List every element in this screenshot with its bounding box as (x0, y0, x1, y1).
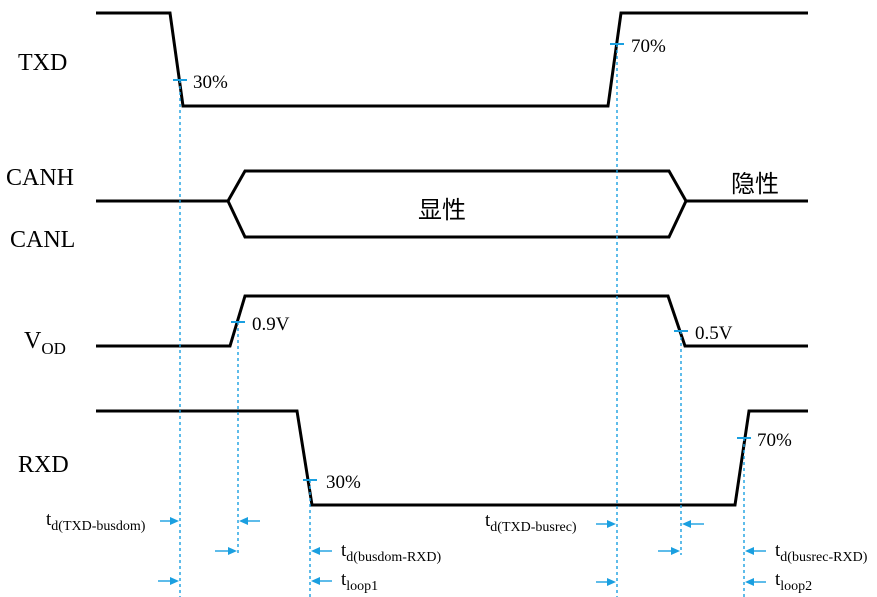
txd-waveform (96, 11, 808, 108)
arrow-td-txd-busdom-left (160, 517, 179, 525)
tloop1-main: t (341, 569, 347, 590)
td-busdom-rxd-sub: d(busdom-RXD) (346, 550, 441, 565)
td-txd-busrec-label: td(TXD-busrec) (485, 510, 577, 535)
td-busdom-rxd-label: td(busdom-RXD) (341, 540, 442, 565)
arrow-td-busdom-rxd-left (215, 547, 237, 555)
vod-label: VOD (24, 328, 66, 358)
arrow-td-txd-busrec-left (596, 520, 616, 528)
vod-fall-threshold: 0.5V (695, 323, 733, 344)
tloop2-main: t (775, 569, 781, 590)
arrow-td-busdom-rxd-right (311, 547, 332, 555)
vod-waveform (96, 294, 808, 348)
txd-fall-threshold: 30% (193, 72, 228, 93)
rxd-fall-threshold: 30% (326, 472, 361, 493)
td-txd-busdom-label: td(TXD-busdom) (46, 509, 146, 534)
rxd-rise-threshold: 70% (757, 430, 792, 451)
td-txd-busrec-sub: d(TXD-busrec) (490, 520, 577, 535)
vod-label-sub: OD (41, 339, 66, 358)
td-txd-busrec-main: t (485, 510, 491, 531)
recessive-state-label: 隐性 (731, 170, 779, 198)
arrow-tloop2-right (745, 578, 766, 586)
vod-rise-threshold: 0.9V (252, 314, 290, 335)
td-txd-busdom-sub: d(TXD-busdom) (51, 519, 145, 534)
arrow-tloop1-left (158, 577, 179, 585)
tloop2-label: tloop2 (775, 569, 812, 594)
arrow-tloop1-right (311, 577, 332, 585)
txd-label: TXD (18, 50, 67, 76)
td-busrec-rxd-label: td(busrec-RXD) (775, 540, 868, 565)
canh-label: CANH (6, 165, 74, 191)
td-busrec-rxd-main: t (775, 540, 781, 561)
arrow-td-txd-busrec-right (682, 520, 704, 528)
tloop1-sub: loop1 (346, 579, 378, 594)
td-busrec-rxd-sub: d(busrec-RXD) (780, 550, 867, 565)
td-busdom-rxd-main: t (341, 540, 347, 561)
arrow-tloop2-left (596, 578, 616, 586)
td-txd-busdom-main: t (46, 509, 52, 530)
arrow-td-txd-busdom-right (239, 517, 260, 525)
arrow-td-busrec-rxd-left (658, 547, 680, 555)
rxd-label: RXD (18, 452, 69, 478)
tloop2-sub: loop2 (780, 579, 812, 594)
tloop1-label: tloop1 (341, 569, 378, 594)
vod-label-main: V (24, 328, 42, 354)
canl-label: CANL (10, 227, 75, 253)
canl-waveform (226, 200, 688, 239)
dominant-state-label: 显性 (418, 196, 466, 224)
canh-waveform (96, 169, 808, 203)
rxd-waveform (96, 409, 808, 507)
arrow-td-busrec-rxd-right (745, 547, 766, 555)
txd-rise-threshold: 70% (631, 36, 666, 57)
